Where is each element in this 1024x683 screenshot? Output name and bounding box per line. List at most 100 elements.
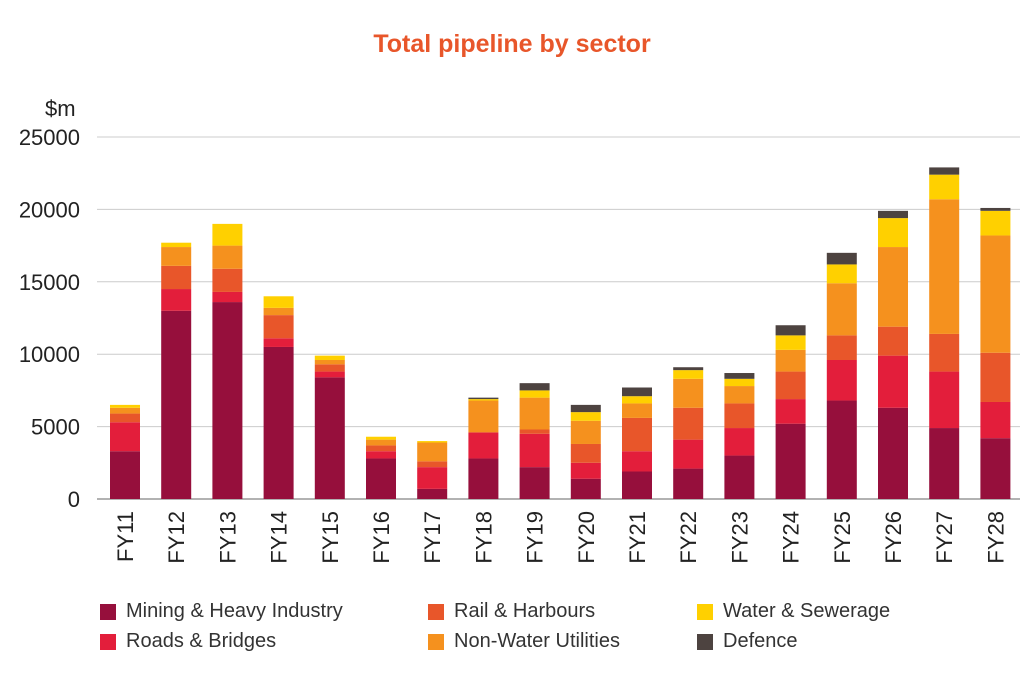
bar-segment bbox=[212, 268, 243, 292]
bar-segment bbox=[980, 438, 1011, 499]
bar-segment bbox=[366, 436, 396, 440]
bar-segment bbox=[980, 210, 1011, 236]
bar-segment bbox=[673, 370, 704, 379]
bar-segment bbox=[110, 422, 140, 452]
bar-segment bbox=[622, 387, 652, 397]
y-tick-label: 20000 bbox=[19, 197, 80, 222]
y-axis-label: $m bbox=[45, 96, 76, 121]
bar-segment bbox=[724, 378, 755, 387]
bar-segment bbox=[263, 296, 294, 308]
bar-segment bbox=[622, 396, 652, 404]
bar-segment bbox=[673, 378, 704, 408]
bar-segment bbox=[826, 335, 857, 360]
legend-item: Defence bbox=[697, 630, 798, 653]
bar-segment bbox=[263, 315, 294, 339]
bar-segment bbox=[212, 245, 243, 269]
legend-label: Defence bbox=[723, 630, 798, 652]
bar-segment bbox=[878, 210, 908, 219]
bar-segment bbox=[366, 451, 396, 459]
bar-segment bbox=[110, 407, 140, 414]
chart-title: Total pipeline by sector bbox=[373, 30, 651, 58]
bar-segment bbox=[110, 413, 140, 423]
bar-segment bbox=[110, 404, 140, 408]
legend-swatch bbox=[697, 603, 713, 620]
bar-segment bbox=[622, 451, 652, 472]
bar-segment bbox=[468, 400, 499, 433]
bar-segment bbox=[570, 420, 601, 444]
bar-segment bbox=[929, 371, 960, 429]
y-tick-label: 0 bbox=[68, 487, 80, 512]
x-tick-label: FY13 bbox=[215, 511, 240, 564]
legend-swatch bbox=[697, 633, 713, 650]
bar-segment bbox=[826, 283, 857, 336]
legend-item: Rail & Harbours bbox=[428, 600, 595, 623]
bar-segment bbox=[468, 432, 499, 459]
y-tick-label: 25000 bbox=[19, 125, 80, 150]
legend-item: Mining & Heavy Industry bbox=[100, 600, 343, 623]
x-tick-label: FY27 bbox=[932, 511, 957, 564]
bar-segment bbox=[366, 445, 396, 452]
x-tick-label: FY25 bbox=[830, 511, 855, 564]
legend-item: Non-Water Utilities bbox=[428, 630, 620, 653]
bar-segment bbox=[878, 218, 908, 248]
bar-segment bbox=[519, 390, 550, 398]
legend-label: Rail & Harbours bbox=[454, 600, 596, 622]
bar-segment bbox=[314, 359, 345, 365]
bar-segment bbox=[519, 383, 550, 391]
x-tick-label: FY22 bbox=[676, 511, 701, 564]
bar-segment bbox=[417, 461, 448, 468]
legend-swatch bbox=[428, 603, 444, 620]
bar-segment bbox=[161, 289, 192, 311]
legend-swatch bbox=[100, 633, 116, 650]
x-tick-label: FY17 bbox=[420, 511, 445, 564]
bar-segment bbox=[878, 407, 908, 499]
bar-segment bbox=[212, 291, 243, 303]
x-tick-label: FY14 bbox=[267, 511, 292, 564]
bar-segment bbox=[570, 412, 601, 421]
bar-segment bbox=[980, 352, 1011, 402]
bar-segment bbox=[775, 371, 806, 400]
x-tick-label: FY18 bbox=[471, 511, 496, 564]
bar-segment bbox=[519, 467, 550, 499]
legend-label: Roads & Bridges bbox=[126, 630, 277, 652]
bar-segment bbox=[519, 429, 550, 434]
x-tick-label: FY24 bbox=[779, 511, 804, 564]
bar-segment bbox=[724, 373, 755, 379]
bar-segment bbox=[826, 264, 857, 284]
x-tick-label: FY12 bbox=[164, 511, 189, 564]
bar-segment bbox=[314, 371, 345, 378]
bar-segment bbox=[314, 355, 345, 360]
bar-segment bbox=[826, 252, 857, 265]
bar-segment bbox=[673, 407, 704, 440]
bar-segment bbox=[724, 386, 755, 404]
bar-segment bbox=[724, 428, 755, 456]
legend-label: Water & Sewerage bbox=[723, 600, 891, 622]
bar-segment bbox=[212, 302, 243, 499]
gridlines bbox=[97, 136, 1020, 500]
bar-segment bbox=[570, 462, 601, 479]
x-tick-label: FY26 bbox=[881, 511, 906, 564]
bar-segment bbox=[570, 478, 601, 499]
bar-segment bbox=[980, 401, 1011, 439]
bar-segment bbox=[980, 207, 1011, 211]
y-tick-label: 5000 bbox=[31, 415, 80, 440]
bar-segment bbox=[622, 403, 652, 418]
bar-segment bbox=[417, 441, 448, 443]
bar-segment bbox=[110, 451, 140, 499]
bar-segment bbox=[468, 399, 499, 401]
bar-segment bbox=[417, 467, 448, 489]
bar-segment bbox=[724, 455, 755, 499]
bar-segment bbox=[366, 458, 396, 499]
bar-segment bbox=[826, 359, 857, 401]
bar-segment bbox=[775, 325, 806, 336]
bar-segment bbox=[724, 403, 755, 429]
bar-segment bbox=[263, 346, 294, 499]
bar-segment bbox=[519, 433, 550, 468]
axes: 0 5000 10000 15000 20000 25000 $m FY11 FY12 FY13 F… bbox=[19, 96, 1009, 564]
bar-segment bbox=[929, 428, 960, 499]
bar-segment bbox=[314, 364, 345, 372]
bar-segment bbox=[161, 247, 192, 266]
bar-segment bbox=[775, 335, 806, 350]
y-tick-label: 10000 bbox=[19, 342, 80, 367]
bar-segment bbox=[775, 423, 806, 499]
